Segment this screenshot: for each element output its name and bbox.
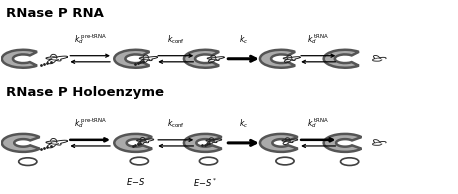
Text: $k_c$: $k_c$ [239, 34, 248, 46]
Text: RNase P Holoenzyme: RNase P Holoenzyme [6, 87, 164, 100]
Circle shape [199, 157, 218, 165]
Text: RNase P RNA: RNase P RNA [6, 7, 104, 20]
Text: $k_d\!^{\rm tRNA}$: $k_d\!^{\rm tRNA}$ [307, 32, 329, 46]
Text: $k_{\rm conf}$: $k_{\rm conf}$ [167, 34, 185, 46]
Text: $E\!-\!S$: $E\!-\!S$ [126, 176, 146, 187]
Circle shape [341, 158, 359, 165]
Text: $k_d\!^{\rm tRNA}$: $k_d\!^{\rm tRNA}$ [307, 117, 329, 130]
Circle shape [19, 158, 37, 165]
Wedge shape [184, 50, 219, 68]
Wedge shape [184, 134, 222, 152]
Wedge shape [324, 134, 361, 152]
Text: $k_c$: $k_c$ [239, 118, 248, 130]
Wedge shape [114, 134, 152, 152]
Wedge shape [260, 50, 295, 68]
Text: $k_d\!^{\rm pre\text{-}tRNA}$: $k_d\!^{\rm pre\text{-}tRNA}$ [74, 32, 107, 46]
Wedge shape [2, 50, 37, 68]
Wedge shape [324, 50, 359, 68]
Wedge shape [114, 50, 149, 68]
Circle shape [276, 157, 294, 165]
Wedge shape [260, 134, 298, 152]
Text: $E\!-\!S^*$: $E\!-\!S^*$ [193, 176, 218, 189]
Text: $k_d\!^{\rm pre\text{-}tRNA}$: $k_d\!^{\rm pre\text{-}tRNA}$ [74, 117, 107, 130]
Wedge shape [2, 134, 40, 152]
Text: $k_{\rm conf}$: $k_{\rm conf}$ [167, 118, 185, 130]
Circle shape [130, 157, 148, 165]
